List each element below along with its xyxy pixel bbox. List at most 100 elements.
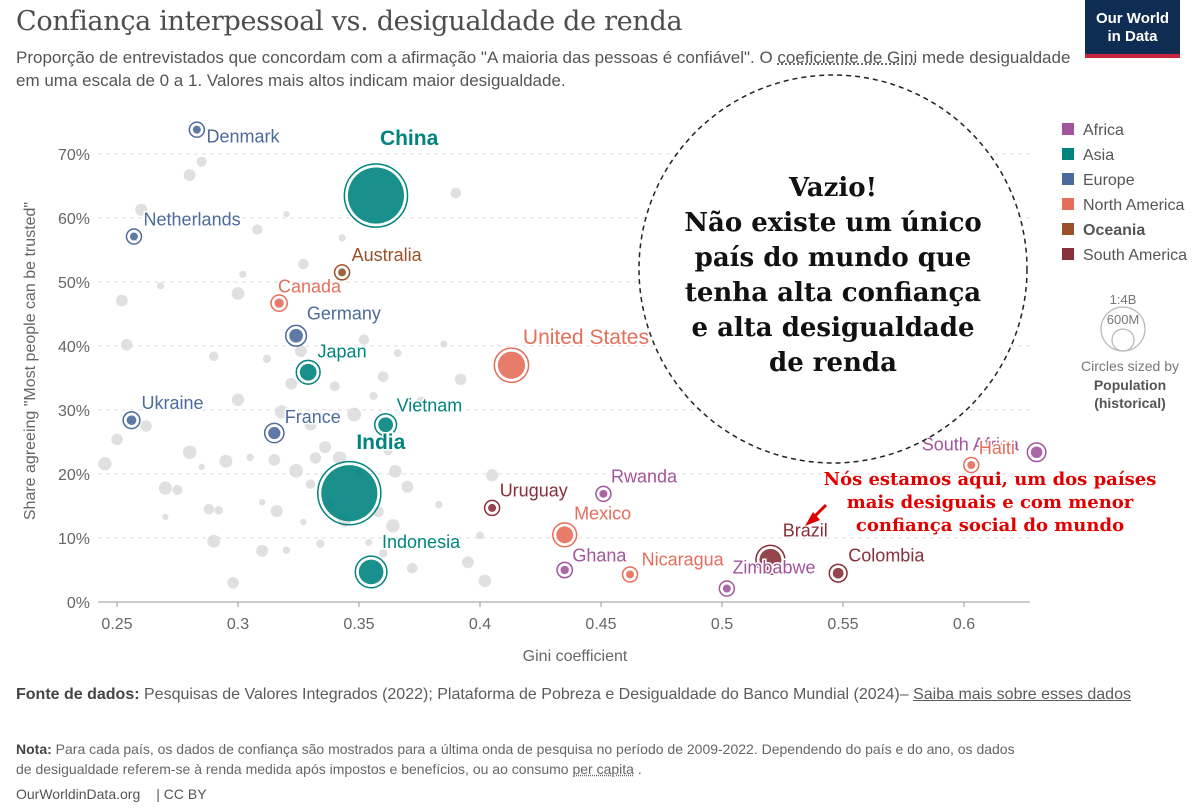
- x-tick-label: 0.5: [711, 616, 733, 633]
- point-dot: [274, 298, 284, 308]
- point-halo: [963, 456, 980, 474]
- empty-region-circle: [638, 74, 1028, 464]
- background-point: [182, 445, 197, 460]
- point-label: China: [380, 127, 439, 150]
- gini-link[interactable]: coeficiente de Gini: [777, 48, 918, 67]
- note-text: Para cada país, os dados de confiança sã…: [16, 741, 1015, 777]
- x-tick-label: 0.3: [227, 616, 249, 633]
- background-point: [389, 465, 402, 478]
- background-point: [283, 210, 290, 218]
- point-dot: [832, 567, 844, 579]
- background-point: [358, 334, 370, 345]
- point-label: Brazil: [783, 520, 828, 540]
- subtitle-text-2: mede desigualdade em uma escala de 0 a 1…: [16, 48, 1071, 90]
- size-legend-caption: Population: [1094, 377, 1166, 393]
- circle-annotation-line: de renda: [769, 348, 897, 378]
- legend-label-oceania: Oceania: [1083, 222, 1145, 239]
- owid-logo[interactable]: Our World in Data: [1085, 0, 1180, 58]
- point-denmark: Denmark: [188, 121, 282, 148]
- y-tick-label: 50%: [58, 275, 90, 292]
- point-dot: [497, 351, 526, 379]
- background-point: [406, 562, 418, 574]
- point-halo: [493, 347, 530, 384]
- point-dot: [967, 461, 976, 470]
- per-capita-link[interactable]: per capita: [572, 761, 634, 777]
- background-point: [115, 294, 128, 307]
- footer-license[interactable]: | CC BY: [156, 786, 207, 802]
- size-legend-big-label: 1:4B: [1110, 292, 1137, 307]
- background-point: [172, 485, 183, 495]
- point-label: Haiti: [979, 438, 1015, 458]
- size-legend-small-circle: [1111, 328, 1135, 352]
- background-point: [135, 203, 148, 216]
- point-united-states: United States: [493, 325, 650, 384]
- point-label: Indonesia: [382, 532, 461, 552]
- point-label: Germany: [307, 304, 381, 324]
- footer: OurWorldinData.org | CC BY: [16, 786, 207, 802]
- point-canada: Canada: [270, 275, 344, 312]
- sources-text: Pesquisas de Valores Integrados (2022); …: [139, 686, 914, 703]
- brazil-annotation-line: confiança social do mundo: [856, 515, 1124, 536]
- circle-annotation-line: Vazio!: [788, 173, 877, 203]
- footer-site-link[interactable]: OurWorldinData.org: [16, 786, 141, 802]
- background-point: [140, 420, 152, 432]
- point-dot: [192, 125, 201, 134]
- background-point: [262, 354, 272, 363]
- background-point: [309, 452, 322, 464]
- background-point: [246, 453, 254, 462]
- point-halo: [295, 359, 321, 385]
- background-point: [111, 433, 123, 446]
- point-brazil: Brazil: [755, 519, 829, 575]
- point-haiti: Haiti: [963, 436, 1016, 474]
- point-netherlands: Netherlands: [125, 208, 242, 245]
- point-dot: [268, 426, 281, 440]
- point-colombia: Colombia: [828, 544, 927, 583]
- background-point: [227, 577, 239, 589]
- point-dot: [560, 565, 569, 575]
- legend-label-asia: Asia: [1083, 147, 1114, 164]
- point-halo: [718, 580, 736, 597]
- point-label: Netherlands: [144, 209, 241, 229]
- learn-more-link[interactable]: Saiba mais sobre esses dados: [913, 686, 1131, 703]
- legend-label-europe: Europe: [1083, 172, 1135, 189]
- note-label: Nota:: [16, 741, 52, 757]
- point-dot: [299, 363, 317, 381]
- subtitle-text: Proporção de entrevistados que concordam…: [16, 48, 778, 67]
- background-point: [386, 519, 400, 533]
- circle-annotation-line: e alta desigualdade: [691, 313, 974, 343]
- background-point: [369, 391, 378, 400]
- point-nicaragua: Nicaragua: [621, 548, 726, 583]
- x-axis-label: Gini coefficient: [523, 648, 628, 665]
- point-halo: [552, 522, 578, 548]
- chart-note: Nota: Para cada país, os dados de confia…: [16, 739, 1026, 779]
- point-halo: [483, 499, 501, 517]
- point-dot: [129, 232, 138, 241]
- point-france: France: [263, 406, 342, 444]
- legend-swatch: [1062, 248, 1074, 260]
- legend-label-africa: Africa: [1083, 122, 1124, 139]
- point-australia: Australia: [333, 244, 424, 281]
- legend-swatch: [1062, 123, 1074, 135]
- point-dot: [347, 167, 405, 224]
- data-sources: Fonte de dados: Pesquisas de Valores Int…: [16, 684, 1191, 706]
- y-tick-label: 70%: [58, 147, 90, 164]
- background-point: [214, 506, 223, 515]
- point-label: Colombia: [848, 546, 925, 566]
- background-point: [219, 454, 233, 468]
- legend-label-south-america: South America: [1083, 247, 1187, 264]
- circle-annotation-line: país do mundo que: [695, 243, 972, 273]
- annotation-arrowhead: [805, 512, 820, 526]
- point-label: Nicaragua: [642, 549, 725, 569]
- point-dot: [599, 489, 608, 498]
- point-label: Zimbabwe: [732, 557, 815, 577]
- point-label: Uruguay: [500, 481, 568, 501]
- point-halo: [556, 561, 574, 579]
- point-india: India: [317, 429, 407, 526]
- point-dot: [289, 328, 303, 343]
- legend-label-north-america: North America: [1083, 197, 1184, 214]
- background-point: [329, 381, 340, 392]
- x-tick-label: 0.4: [469, 616, 491, 633]
- point-dot: [759, 548, 782, 571]
- background-point: [393, 349, 402, 357]
